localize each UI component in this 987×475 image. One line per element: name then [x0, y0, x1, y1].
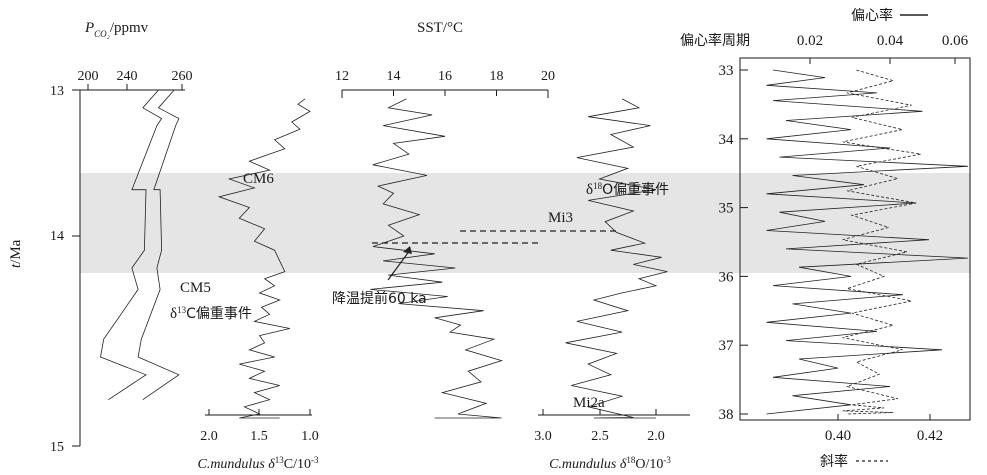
d18o-tick-2: 2.0 — [647, 429, 665, 444]
sst-tick-12: 12 — [335, 69, 349, 84]
cm6-label: CM6 — [243, 171, 274, 187]
sst-panel: SST/°C 12 14 16 18 20 降温提前60 ka — [332, 20, 620, 419]
cycle-tick-37: 37 — [719, 338, 735, 354]
pco2-tick-240: 240 — [117, 69, 138, 84]
d18o-event-label: δ18O偏重事件 — [586, 181, 669, 198]
sst-tick-16: 16 — [438, 69, 452, 84]
cycle-tick-34: 34 — [719, 132, 735, 148]
y-tick-14: 14 — [50, 229, 64, 244]
pco2-tick-260: 260 — [172, 69, 193, 84]
pco2-tick-200: 200 — [78, 69, 99, 84]
cycle-axis-label: 偏心率周期 — [680, 32, 750, 49]
d13c-tick-1: 1.0 — [301, 429, 319, 444]
d13c-panel: 2.0 1.5 1.0 C.mundulus δ13C/10-3 CM6 CM5… — [170, 98, 319, 472]
sst-tick-14: 14 — [387, 69, 401, 84]
obl-tick-042: 0.42 — [917, 428, 943, 444]
y-axis-label: t/Ma — [8, 239, 24, 268]
eccentricity-legend: 偏心率 — [851, 7, 893, 24]
event-band — [80, 173, 970, 273]
mi2a-label: Mi2a — [573, 395, 605, 411]
sst-tick-20: 20 — [541, 69, 555, 84]
ecc-tick-004: 0.04 — [877, 33, 904, 49]
obliquity-legend: 斜率 — [820, 453, 848, 470]
d13c-tick-15: 1.5 — [250, 429, 268, 444]
d18o-tick-25: 2.5 — [591, 429, 609, 444]
pco2-series-1 — [100, 89, 163, 401]
obl-tick-040: 0.40 — [825, 428, 851, 444]
cooling-label: 降温提前60 ka — [332, 290, 427, 307]
ecc-tick-006: 0.06 — [942, 33, 969, 49]
sst-series — [370, 98, 503, 419]
sst-axis-label: SST/°C — [417, 20, 463, 36]
sst-tick-18: 18 — [490, 69, 504, 84]
ecc-tick-002: 0.02 — [797, 33, 823, 49]
d13c-axis-label: C.mundulus δ13C/10-3 — [197, 455, 319, 472]
y-tick-13: 13 — [50, 84, 64, 99]
d18o-axis-label: C.mundulus δ18O/10-3 — [549, 455, 671, 472]
d13c-series — [217, 98, 311, 419]
d18o-panel: 3.0 2.5 2.0 C.mundulus δ18O/10-3 δ18O偏重事… — [534, 98, 690, 472]
cm5-label: CM5 — [180, 280, 211, 296]
d13c-tick-2: 2.0 — [200, 429, 218, 444]
cycle-tick-35: 35 — [719, 201, 734, 217]
cycle-tick-38: 38 — [719, 407, 734, 423]
cooling-arrow-head — [403, 246, 412, 254]
pco2-series-2 — [137, 89, 180, 401]
eccentricity-series — [766, 69, 969, 415]
mi3-label: Mi3 — [548, 210, 573, 226]
orbital-panel: 偏心率 偏心率周期 0.02 0.04 0.06 33 34 35 36 37 38 0.… — [680, 7, 971, 470]
pco2-axis-label: PCO₂/ppmv — [84, 20, 149, 39]
orbital-frame — [739, 57, 971, 421]
cycle-tick-33: 33 — [719, 63, 734, 79]
cycle-tick-36: 36 — [719, 269, 735, 285]
cooling-arrow-shaft — [387, 249, 411, 281]
d13c-event-label: δ13C偏重事件 — [170, 305, 252, 322]
d18o-series — [565, 98, 668, 419]
d18o-tick-3: 3.0 — [534, 429, 552, 444]
y-tick-15: 15 — [50, 440, 64, 455]
pco2-panel: PCO₂/ppmv 200 240 260 13 14 15 t/Ma — [8, 20, 193, 455]
